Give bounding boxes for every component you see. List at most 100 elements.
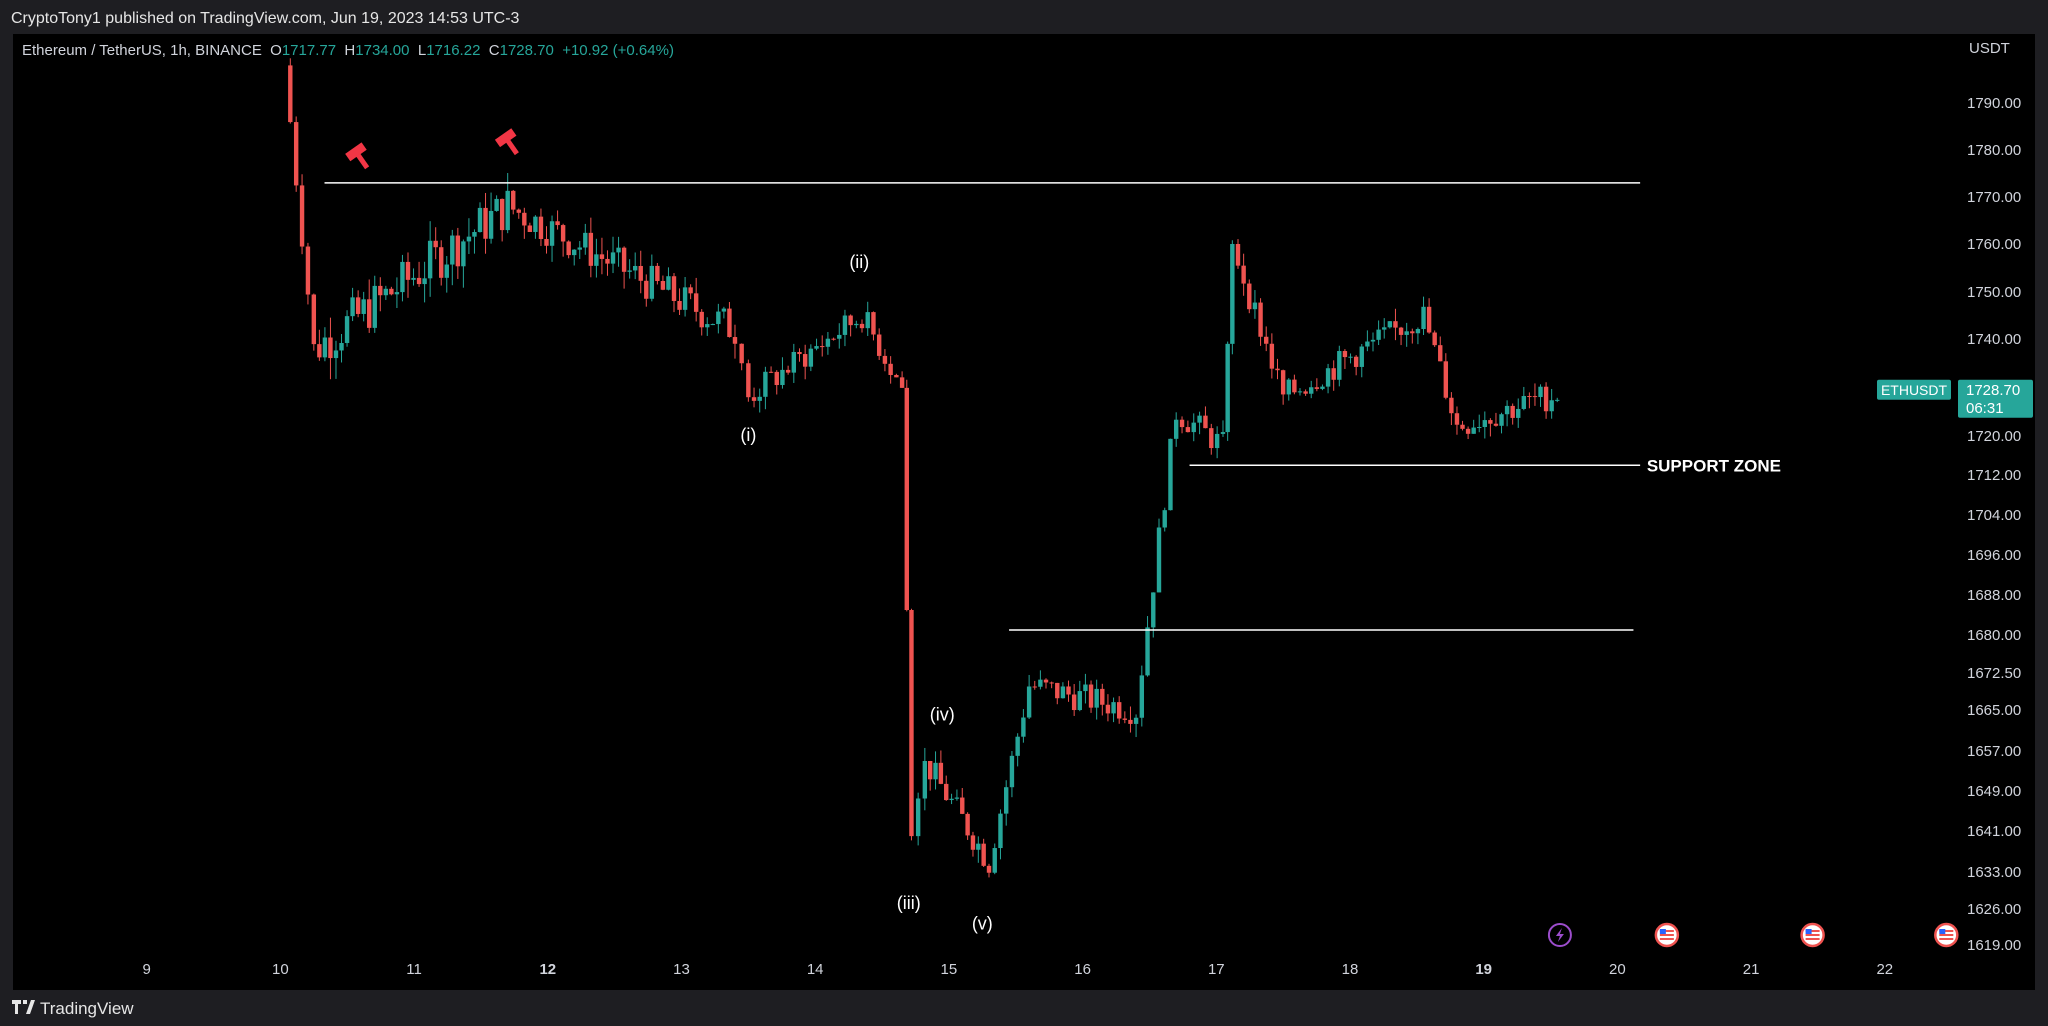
candle-body[interactable] (802, 354, 808, 367)
candle-body[interactable] (1185, 427, 1191, 433)
candle-body[interactable] (311, 294, 317, 345)
candle-body[interactable] (1454, 413, 1460, 425)
candle-body[interactable] (538, 216, 544, 239)
candle-body[interactable] (1365, 341, 1370, 347)
candle-body[interactable] (1280, 370, 1286, 395)
candle-body[interactable] (1370, 339, 1376, 342)
candle-body[interactable] (1168, 438, 1173, 511)
candle-body[interactable] (1286, 379, 1291, 395)
symbol-title[interactable]: Ethereum / TetherUS, 1h, BINANCE (22, 42, 262, 59)
candle-body[interactable] (716, 311, 721, 325)
candle-body[interactable] (566, 241, 571, 256)
candle-body[interactable] (1510, 405, 1515, 418)
candle-body[interactable] (831, 338, 836, 340)
candle-body[interactable] (577, 247, 582, 250)
candle-body[interactable] (1032, 686, 1037, 688)
candle-body[interactable] (1382, 327, 1387, 330)
candle-body[interactable] (1209, 428, 1214, 449)
candle-body[interactable] (876, 334, 882, 356)
candle-body[interactable] (1258, 302, 1263, 337)
candle-body[interactable] (671, 276, 677, 301)
candle-body[interactable] (1151, 592, 1156, 628)
candle-body[interactable] (1264, 336, 1269, 344)
candle-body[interactable] (739, 343, 744, 364)
candle-body[interactable] (981, 843, 986, 866)
candle-body[interactable] (909, 610, 914, 837)
candle-body[interactable] (682, 287, 688, 310)
candle-body[interactable] (677, 300, 682, 310)
candle-body[interactable] (1493, 423, 1499, 426)
candle-body[interactable] (1348, 356, 1353, 358)
candle-body[interactable] (339, 342, 344, 351)
candle-body[interactable] (1438, 345, 1443, 362)
candle-body[interactable] (638, 265, 643, 281)
candle-body[interactable] (511, 190, 516, 210)
candle-body[interactable] (814, 346, 819, 349)
candle-body[interactable] (1353, 356, 1359, 367)
candle-body[interactable] (499, 198, 505, 231)
candle-body[interactable] (1465, 428, 1471, 434)
candle-body[interactable] (1269, 343, 1275, 369)
candle-body[interactable] (1376, 329, 1381, 340)
candle-body[interactable] (1477, 427, 1482, 429)
candle-body[interactable] (1297, 391, 1303, 393)
candle-body[interactable] (785, 369, 791, 373)
candle-body[interactable] (721, 308, 727, 312)
price-chart[interactable]: (i) (ii) (iii) (iv) (v) SUPPORT ZONE 1790.00 17… (13, 34, 2035, 990)
candle-body[interactable] (444, 264, 449, 278)
candle-body[interactable] (344, 316, 350, 343)
candle-body[interactable] (915, 798, 921, 837)
candle-body[interactable] (1071, 694, 1077, 711)
candle-body[interactable] (1038, 679, 1043, 687)
candle-body[interactable] (394, 292, 400, 295)
candle-body[interactable] (970, 835, 976, 850)
candle-body[interactable] (1393, 321, 1398, 328)
candle-body[interactable] (544, 238, 549, 246)
candle-body[interactable] (1359, 346, 1364, 367)
candle-body[interactable] (1060, 686, 1066, 699)
candle-body[interactable] (644, 280, 649, 299)
candle-body[interactable] (372, 285, 377, 328)
candle-body[interactable] (1292, 379, 1297, 393)
candle-body[interactable] (1538, 386, 1543, 398)
last-price-badge[interactable] (1958, 379, 2033, 418)
candle-body[interactable] (666, 276, 671, 290)
candle-body[interactable] (483, 207, 488, 239)
candle-body[interactable] (1516, 408, 1521, 418)
candle-body[interactable] (825, 338, 831, 347)
candle-body[interactable] (1026, 686, 1032, 718)
candle-body[interactable] (660, 280, 666, 290)
candle-body[interactable] (1128, 719, 1133, 724)
currency-unit[interactable]: USDT (1969, 40, 2010, 57)
candle-body[interactable] (293, 122, 299, 186)
candle-body[interactable] (477, 207, 483, 233)
candle-body[interactable] (621, 247, 627, 272)
candle-body[interactable] (588, 232, 594, 266)
candle-body[interactable] (1309, 387, 1314, 394)
candle-body[interactable] (746, 363, 751, 398)
candle-body[interactable] (422, 278, 427, 285)
candle-body[interactable] (333, 350, 339, 359)
candle-body[interactable] (1116, 702, 1122, 719)
candle-body[interactable] (1471, 427, 1476, 434)
candle-body[interactable] (416, 277, 422, 285)
candle-body[interactable] (1415, 329, 1421, 334)
candle-body[interactable] (405, 261, 411, 280)
candle-body[interactable] (1410, 331, 1415, 334)
candle-body[interactable] (389, 288, 394, 295)
candle-body[interactable] (649, 265, 655, 299)
candle-body[interactable] (317, 344, 322, 358)
candle-body[interactable] (1342, 351, 1348, 358)
candle-body[interactable] (710, 324, 716, 326)
candle-body[interactable] (780, 369, 785, 386)
candle-body[interactable] (1443, 361, 1449, 398)
candle-body[interactable] (1460, 424, 1465, 429)
candle-body[interactable] (960, 797, 965, 814)
candle-body[interactable] (1015, 736, 1020, 756)
candle-body[interactable] (899, 377, 905, 388)
candle-body[interactable] (1337, 351, 1342, 380)
candle-body[interactable] (1173, 419, 1179, 439)
candle-body[interactable] (605, 258, 610, 264)
candle-body[interactable] (1197, 415, 1202, 423)
candle-body[interactable] (949, 798, 954, 801)
